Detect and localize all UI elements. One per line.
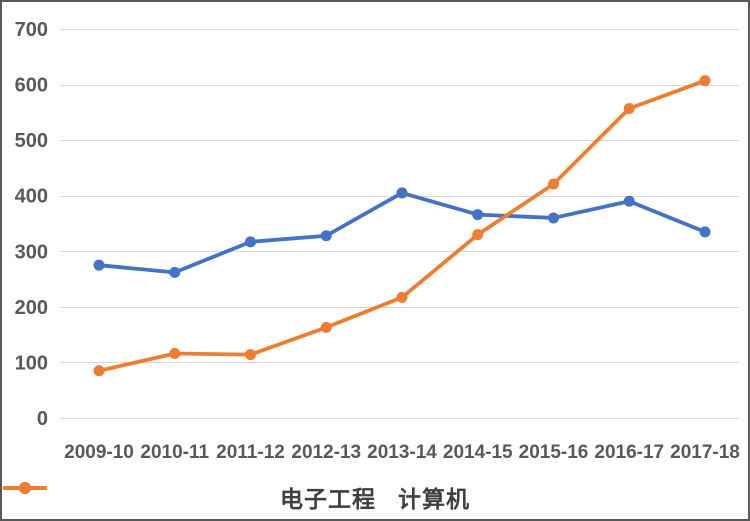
legend-item-electronic-engineering: 电子工程 <box>3 480 376 514</box>
data-point-marker <box>93 365 105 377</box>
data-point-marker <box>169 266 181 278</box>
y-axis-tick-label: 0 <box>37 408 48 430</box>
legend-marker-line-orange <box>3 482 47 494</box>
x-axis-tick-label: 2009-10 <box>64 442 134 463</box>
y-axis-tick-label: 100 <box>15 352 48 374</box>
data-point-marker <box>548 178 559 190</box>
x-axis-tick-label: 2011-12 <box>216 442 285 463</box>
x-axis-tick-label: 2013-14 <box>367 442 437 463</box>
x-axis-tick-label: 2015-16 <box>519 442 589 463</box>
data-point-marker <box>623 102 635 114</box>
data-point-marker <box>396 187 408 199</box>
series-line-electronic-engineering <box>97 191 707 275</box>
y-axis-tick-label: 200 <box>15 297 48 319</box>
data-point-marker <box>472 229 484 241</box>
series-line-computer <box>97 78 707 373</box>
x-axis-tick-label: 2017-18 <box>670 442 740 463</box>
data-point-marker <box>699 226 711 238</box>
data-point-marker <box>245 349 256 361</box>
y-axis-tick-label: 300 <box>15 241 48 263</box>
data-point-marker <box>169 348 181 360</box>
data-point-marker <box>320 321 332 333</box>
data-point-marker <box>93 259 105 271</box>
x-axis-tick-label: 2012-13 <box>291 442 361 463</box>
y-axis-tick-label: 700 <box>15 19 48 41</box>
data-point-marker <box>472 209 484 221</box>
data-point-marker <box>320 230 332 242</box>
legend-dot-orange <box>19 482 31 494</box>
legend-item-computer: 计算机 <box>3 480 470 514</box>
y-axis-tick-label: 600 <box>15 75 48 97</box>
chart-legend: 电子工程 计算机 <box>2 480 748 514</box>
y-axis-tick-label: 400 <box>15 186 48 208</box>
data-point-marker <box>245 236 256 248</box>
legend-label-electronic-engineering: 电子工程 <box>280 486 376 512</box>
legend-label-computer: 计算机 <box>398 486 470 512</box>
x-axis-tick-label: 2016-17 <box>594 442 664 463</box>
data-point-marker <box>396 291 408 303</box>
data-point-marker <box>548 212 559 224</box>
data-point-marker <box>623 195 635 207</box>
data-point-marker <box>699 75 711 87</box>
x-axis-tick-label: 2014-15 <box>443 442 513 463</box>
y-axis-tick-label: 500 <box>15 130 48 152</box>
x-axis-tick-label: 2010-11 <box>140 442 209 463</box>
